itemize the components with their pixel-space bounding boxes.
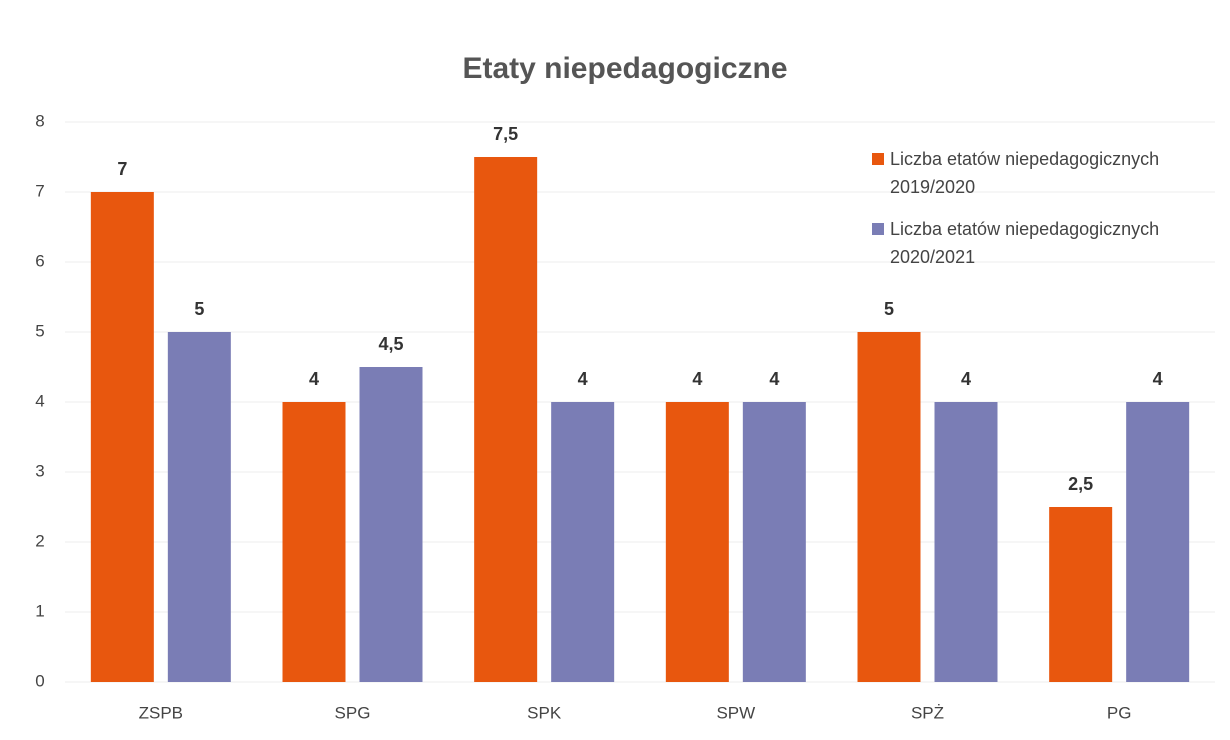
data-label: 4 bbox=[692, 369, 702, 389]
bar bbox=[551, 402, 615, 682]
data-label: 4 bbox=[961, 369, 971, 389]
legend: Liczba etatów niepedagogicznych 2019/202… bbox=[872, 145, 1212, 285]
y-tick-label: 4 bbox=[35, 391, 44, 410]
bar bbox=[167, 332, 231, 682]
data-label: 4 bbox=[578, 369, 588, 389]
y-tick-label: 3 bbox=[35, 461, 44, 480]
y-tick-label: 8 bbox=[35, 111, 44, 130]
x-tick-label: SPŻ bbox=[911, 703, 944, 722]
data-label: 2,5 bbox=[1068, 474, 1093, 494]
y-tick-label: 1 bbox=[35, 601, 44, 620]
y-tick-label: 0 bbox=[35, 671, 44, 690]
legend-item: Liczba etatów niepedagogicznych 2020/202… bbox=[872, 215, 1212, 271]
data-label: 4,5 bbox=[378, 334, 403, 354]
bar bbox=[742, 402, 806, 682]
bar bbox=[1126, 402, 1190, 682]
chart-title: Etaty niepedagogiczne bbox=[462, 52, 787, 85]
data-label: 7,5 bbox=[493, 124, 518, 144]
legend-label: Liczba etatów niepedagogicznych 2019/202… bbox=[890, 149, 1160, 197]
data-label: 4 bbox=[769, 369, 779, 389]
bar bbox=[857, 332, 921, 682]
data-label: 5 bbox=[194, 299, 204, 319]
legend-label: Liczba etatów niepedagogicznych 2020/202… bbox=[890, 219, 1160, 267]
bar bbox=[665, 402, 729, 682]
x-tick-label: SPW bbox=[716, 703, 755, 722]
y-tick-label: 2 bbox=[35, 531, 44, 550]
y-tick-label: 6 bbox=[35, 251, 44, 270]
x-tick-label: SPG bbox=[335, 703, 371, 722]
y-tick-label: 7 bbox=[35, 181, 44, 200]
bar bbox=[474, 157, 538, 682]
y-tick-label: 5 bbox=[35, 321, 44, 340]
bar bbox=[282, 402, 346, 682]
legend-swatch bbox=[872, 223, 884, 235]
x-tick-label: PG bbox=[1107, 703, 1132, 722]
legend-swatch bbox=[872, 153, 884, 165]
legend-item: Liczba etatów niepedagogicznych 2019/202… bbox=[872, 145, 1212, 201]
x-tick-label: ZSPB bbox=[139, 703, 183, 722]
data-label: 7 bbox=[117, 159, 127, 179]
bar bbox=[1049, 507, 1113, 682]
bar bbox=[359, 367, 423, 682]
data-label: 5 bbox=[884, 299, 894, 319]
data-label: 4 bbox=[309, 369, 319, 389]
data-label: 4 bbox=[1153, 369, 1163, 389]
bar bbox=[934, 402, 998, 682]
x-tick-label: SPK bbox=[527, 703, 562, 722]
bar bbox=[90, 192, 154, 682]
